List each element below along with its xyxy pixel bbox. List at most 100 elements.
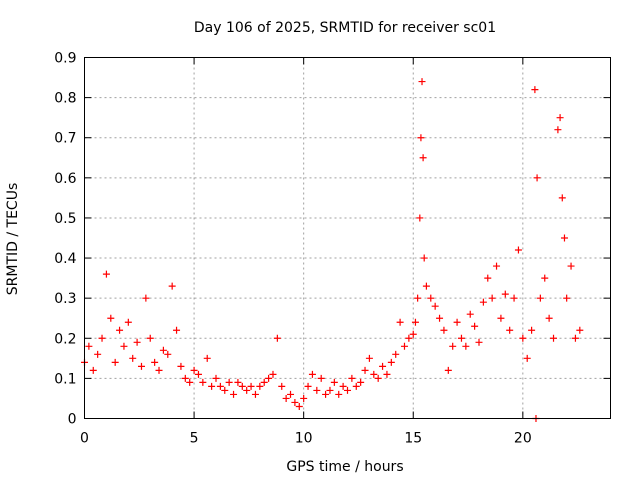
- data-point: [142, 294, 150, 302]
- data-point: [326, 386, 334, 394]
- data-point: [528, 326, 536, 334]
- plot-frame: [84, 57, 611, 419]
- data-point: [313, 386, 321, 394]
- data-point: [396, 318, 404, 326]
- data-point: [576, 326, 584, 334]
- data-point: [335, 390, 343, 398]
- y-tick-label: 0.7: [54, 131, 76, 147]
- data-point: [116, 326, 124, 334]
- data-point: [190, 366, 198, 374]
- data-point: [317, 374, 325, 382]
- data-point: [269, 370, 277, 378]
- data-point: [247, 382, 255, 390]
- data-point: [440, 326, 448, 334]
- data-point: [449, 342, 457, 350]
- data-point: [361, 366, 369, 374]
- data-point: [234, 378, 242, 386]
- data-point: [186, 378, 194, 386]
- data-point: [462, 342, 470, 350]
- data-point: [479, 298, 487, 306]
- data-point: [151, 358, 159, 366]
- data-point: [159, 346, 167, 354]
- data-point: [146, 334, 154, 342]
- y-tick-label: 0.5: [54, 211, 76, 227]
- data-point: [556, 114, 564, 122]
- data-point: [216, 382, 224, 390]
- grid-lines: [84, 57, 611, 419]
- data-point: [282, 394, 290, 402]
- data-point: [558, 194, 566, 202]
- data-point: [181, 374, 189, 382]
- data-point: [571, 334, 579, 342]
- data-point: [365, 354, 373, 362]
- data-point: [85, 342, 93, 350]
- data-point: [417, 134, 425, 142]
- y-tick-label: 0.3: [54, 291, 76, 307]
- data-point: [420, 254, 428, 262]
- axis-ticks: 0 0.1 0.2 0.3 0.4 0.5 0.6 0.7 0.8 0.9 0 5 10 15 20: [54, 51, 611, 447]
- data-point: [230, 390, 238, 398]
- data-point: [199, 378, 207, 386]
- data-point: [409, 330, 417, 338]
- y-axis-label: SRMTID / TECUs: [5, 183, 21, 296]
- data-point: [330, 378, 338, 386]
- x-tick-label: 5: [190, 431, 199, 447]
- data-point: [419, 154, 427, 162]
- data-point: [265, 374, 273, 382]
- data-point: [221, 386, 229, 394]
- y-tick-label: 0: [68, 412, 77, 428]
- data-point: [308, 370, 316, 378]
- data-point: [133, 338, 141, 346]
- data-point: [291, 398, 299, 406]
- data-point: [567, 262, 575, 270]
- data-point: [212, 374, 220, 382]
- data-point: [533, 174, 541, 182]
- data-point: [471, 322, 479, 330]
- data-point: [300, 394, 308, 402]
- data-point: [352, 382, 360, 390]
- data-point: [519, 334, 527, 342]
- data-point: [208, 382, 216, 390]
- data-point: [405, 334, 413, 342]
- data-point: [453, 318, 461, 326]
- data-point: [374, 374, 382, 382]
- y-tick-label: 0.4: [54, 251, 76, 267]
- data-point: [137, 362, 145, 370]
- data-point: [260, 378, 268, 386]
- y-tick-label: 0.6: [54, 171, 76, 187]
- data-point: [414, 294, 422, 302]
- data-point: [554, 126, 562, 134]
- data-point: [129, 354, 137, 362]
- data-point: [392, 350, 400, 358]
- data-point: [466, 310, 474, 318]
- data-point: [155, 366, 163, 374]
- data-point: [98, 334, 106, 342]
- data-point: [427, 294, 435, 302]
- data-point: [256, 382, 264, 390]
- data-point: [251, 390, 259, 398]
- data-point: [94, 350, 102, 358]
- data-point: [444, 366, 452, 374]
- data-point: [120, 342, 128, 350]
- data-point: [322, 390, 330, 398]
- data-point: [563, 294, 571, 302]
- chart-title: Day 106 of 2025, SRMTID for receiver sc0…: [194, 20, 496, 36]
- data-point: [400, 342, 408, 350]
- data-points: [81, 78, 584, 422]
- data-point: [501, 290, 509, 298]
- data-point: [484, 274, 492, 282]
- data-point: [203, 354, 211, 362]
- data-point: [370, 370, 378, 378]
- data-point: [357, 378, 365, 386]
- data-point: [173, 326, 181, 334]
- x-tick-label: 20: [514, 431, 532, 447]
- data-point: [273, 334, 281, 342]
- data-point: [102, 270, 110, 278]
- data-point: [545, 314, 553, 322]
- data-point: [436, 314, 444, 322]
- data-point: [411, 318, 419, 326]
- y-tick-label: 0.8: [54, 91, 76, 107]
- data-point: [475, 338, 483, 346]
